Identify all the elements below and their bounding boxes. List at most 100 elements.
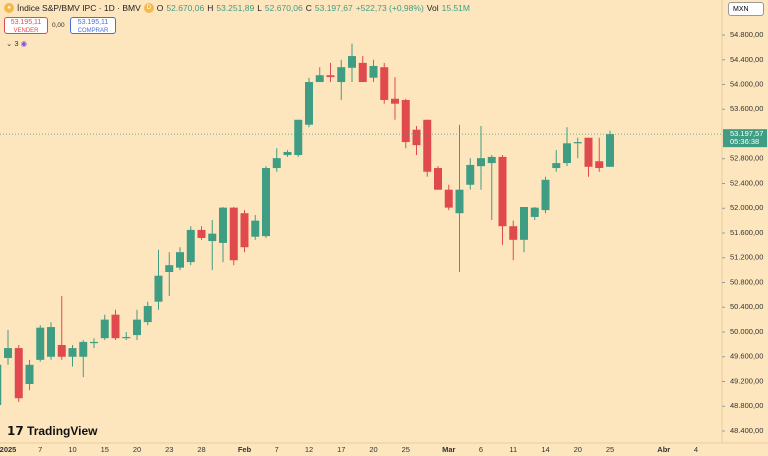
y-tick-label: 48.800,00 <box>730 401 763 410</box>
brand-name: TradingView <box>27 424 98 438</box>
candle-body <box>541 179 550 211</box>
c-label: C <box>305 3 312 13</box>
brand: 𝟭𝟳 TradingView <box>7 424 98 438</box>
candle-body <box>520 207 528 240</box>
candle-body <box>0 364 2 406</box>
candle-body <box>111 314 120 339</box>
y-tick-label: 52.400,00 <box>730 178 763 187</box>
candle-body <box>186 229 195 263</box>
x-tick-label: 23 <box>165 445 173 454</box>
candle-body <box>412 129 421 146</box>
candle-body <box>455 189 464 214</box>
candle-body <box>47 327 55 357</box>
y-tick-label: 54.400,00 <box>730 55 763 64</box>
candle-body <box>25 364 34 384</box>
candle-body <box>563 143 571 164</box>
candle-body <box>509 226 518 240</box>
candle-body <box>498 156 507 227</box>
o-value: 52.670,06 <box>166 3 205 13</box>
indicators-count: 3 <box>14 39 19 48</box>
candle-body <box>606 134 614 167</box>
y-tick-label: 53.600,00 <box>730 104 763 113</box>
x-tick-label: 20 <box>369 445 377 454</box>
x-tick-label: 4 <box>694 445 698 454</box>
change: +522,73 (+0,98%) <box>355 3 424 13</box>
y-tick-label: 54.000,00 <box>730 80 763 89</box>
candle-body <box>315 75 324 83</box>
candle-body <box>68 348 77 357</box>
candle-body <box>165 265 174 272</box>
x-tick-label: 28 <box>197 445 205 454</box>
y-tick-label: 50.000,00 <box>730 327 763 336</box>
y-tick-label: 48.400,00 <box>730 426 763 435</box>
candle-body <box>14 348 23 399</box>
x-tick-label: 11 <box>509 445 517 454</box>
candle-body <box>197 229 206 238</box>
brand-logo: 𝟭𝟳 <box>7 424 28 438</box>
sell-button[interactable]: 53.195,11 VENDER <box>4 17 48 34</box>
candle-body <box>380 67 389 100</box>
candle-body <box>477 158 485 167</box>
l-label: L <box>257 3 262 13</box>
x-tick-label: 6 <box>479 445 483 454</box>
candle-body <box>262 168 270 237</box>
h-value: 53.251,89 <box>216 3 255 13</box>
buy-button[interactable]: 53.195,11 COMPRAR <box>70 17 116 34</box>
candle-body <box>434 168 442 190</box>
candle-body <box>391 98 399 104</box>
y-tick-label: 51.600,00 <box>730 228 763 237</box>
candle-body <box>143 306 152 323</box>
y-tick-label: 52.800,00 <box>730 154 763 163</box>
candle-body <box>337 67 346 83</box>
vol-label: Vol <box>426 3 439 13</box>
header: ● Índice S&P/BMV IPC · 1D · BMV D O 52.67… <box>4 3 470 13</box>
candle-body <box>401 99 410 143</box>
vol-value: 15.51M <box>441 3 470 13</box>
y-tick-label: 50.400,00 <box>730 302 763 311</box>
l-value: 52.670,06 <box>264 3 303 13</box>
currency-select[interactable]: MXN <box>728 2 764 16</box>
sell-label: VENDER <box>13 28 39 34</box>
candle-body <box>219 207 227 243</box>
y-tick-label: 49.600,00 <box>730 352 763 361</box>
candle-body <box>122 336 131 339</box>
x-tick-label: 7 <box>38 445 42 454</box>
candle-body <box>208 233 217 242</box>
y-tick-label: 49.200,00 <box>730 376 763 385</box>
candle-body <box>305 82 313 125</box>
candle-body <box>100 319 109 339</box>
last-price-label: 53.197,57 <box>730 129 763 138</box>
x-tick-label: 12 <box>305 445 313 454</box>
spread: 0,00 <box>52 22 65 29</box>
candle-body <box>348 56 356 68</box>
x-tick-label: 25 <box>606 445 614 454</box>
source-badge[interactable]: D <box>143 3 154 13</box>
sell-price: 53.195,11 <box>10 19 42 26</box>
candle-body <box>240 213 249 248</box>
candle-body <box>90 341 98 344</box>
countdown: 05:36:38 <box>730 137 759 146</box>
x-tick-label: Abr <box>657 445 670 454</box>
candle-body <box>552 163 561 169</box>
title[interactable]: Índice S&P/BMV IPC · 1D · BMV <box>17 3 141 13</box>
candle-body <box>444 189 453 208</box>
candle-body <box>251 220 260 237</box>
x-tick-label: 7 <box>275 445 279 454</box>
x-tick-label: 10 <box>68 445 76 454</box>
x-tick-label: 20 <box>574 445 582 454</box>
candle-body <box>530 207 539 217</box>
candle-body <box>272 158 281 169</box>
y-tick-label: 52.000,00 <box>730 203 763 212</box>
indicators-toggle[interactable]: ⌄ 3 ◉ <box>6 39 28 48</box>
candle-body <box>326 75 335 78</box>
candle-body <box>133 319 141 336</box>
y-tick-label: 51.200,00 <box>730 253 763 262</box>
candle-body <box>283 151 292 156</box>
buy-label: COMPRAR <box>77 28 109 34</box>
candle-body <box>595 161 604 169</box>
buy-price: 53.195,11 <box>77 19 109 26</box>
candle-body <box>294 119 303 156</box>
h-label: H <box>207 3 214 13</box>
